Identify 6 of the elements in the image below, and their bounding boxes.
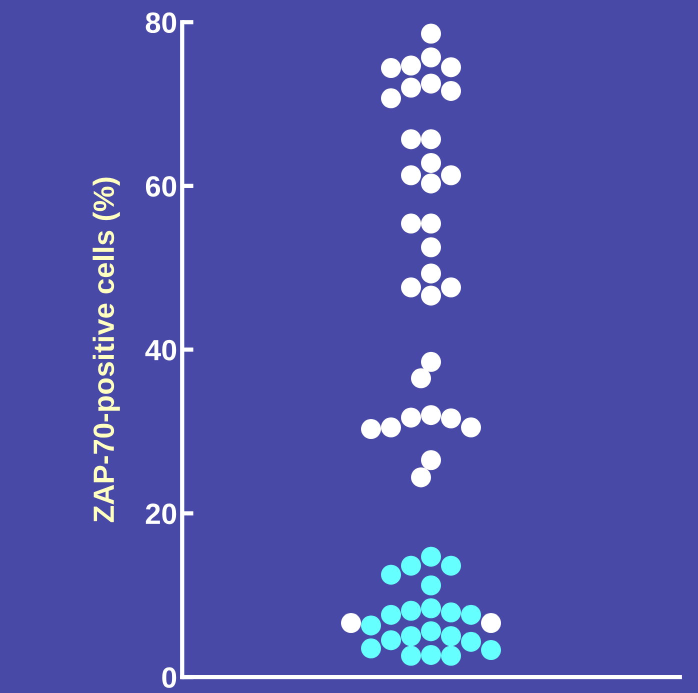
y-tick-label: 0 bbox=[162, 667, 176, 688]
y-tick-label: 20 bbox=[146, 504, 176, 524]
y-tick-label: 60 bbox=[146, 176, 176, 197]
y-tick-label: 80 bbox=[146, 12, 176, 34]
y-axis-title: ZAP-70-positive cells (%) bbox=[92, 178, 120, 522]
y-tick-label: 40 bbox=[145, 340, 176, 360]
